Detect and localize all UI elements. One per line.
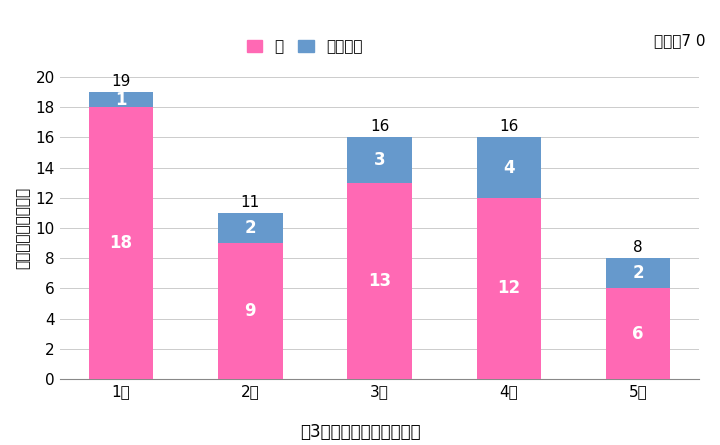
Text: 9: 9 xyxy=(245,302,256,320)
Legend: 窓, ベランダ: 窓, ベランダ xyxy=(246,39,362,54)
Bar xyxy=(347,138,412,183)
Text: 総数　7 0: 総数 7 0 xyxy=(654,33,706,48)
Text: 2: 2 xyxy=(632,264,644,282)
Text: 8: 8 xyxy=(633,240,643,255)
Text: 13: 13 xyxy=(368,272,391,290)
Text: 4: 4 xyxy=(503,158,515,177)
Bar xyxy=(89,92,153,107)
Text: 11: 11 xyxy=(240,195,260,210)
Text: 12: 12 xyxy=(498,279,521,297)
Bar xyxy=(606,258,670,288)
Text: 18: 18 xyxy=(109,234,132,252)
Text: 16: 16 xyxy=(370,119,390,134)
Bar xyxy=(218,243,283,379)
Text: 2: 2 xyxy=(245,219,256,237)
Bar xyxy=(347,183,412,379)
Text: 6: 6 xyxy=(632,325,644,343)
Bar xyxy=(606,288,670,379)
Bar xyxy=(89,107,153,379)
Text: 19: 19 xyxy=(112,74,131,89)
Bar xyxy=(218,213,283,243)
Text: 図3　年齢別救急搞送人員: 図3 年齢別救急搞送人員 xyxy=(300,423,420,441)
Bar xyxy=(477,138,541,198)
Text: 3: 3 xyxy=(374,151,385,169)
Text: 16: 16 xyxy=(499,119,518,134)
Text: 1: 1 xyxy=(115,91,127,109)
Bar xyxy=(477,198,541,379)
Y-axis label: 救急搞送人員（人）: 救急搞送人員（人） xyxy=(15,187,30,269)
